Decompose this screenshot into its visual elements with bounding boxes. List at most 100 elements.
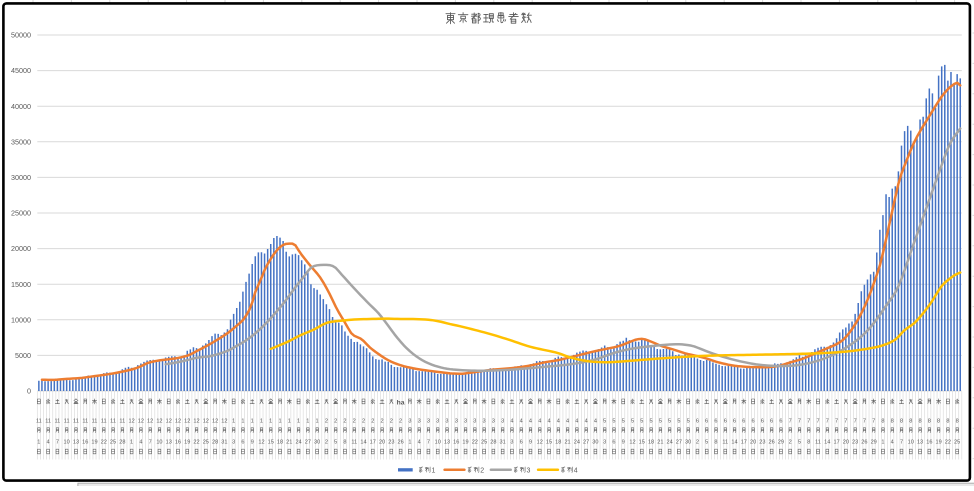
svg-text:2: 2 xyxy=(789,439,792,445)
svg-text:23: 23 xyxy=(388,439,394,445)
svg-text:5: 5 xyxy=(603,418,606,424)
svg-text:1: 1 xyxy=(241,418,244,424)
svg-text:24: 24 xyxy=(574,439,580,445)
svg-text:25000: 25000 xyxy=(11,209,31,218)
svg-text:8: 8 xyxy=(928,418,931,424)
svg-text:17: 17 xyxy=(833,439,839,445)
svg-text:6: 6 xyxy=(714,418,717,424)
svg-text:16: 16 xyxy=(82,439,88,445)
svg-text:7: 7 xyxy=(149,439,152,445)
svg-text:11: 11 xyxy=(82,418,88,424)
svg-text:5: 5 xyxy=(640,418,643,424)
svg-text:3: 3 xyxy=(232,439,235,445)
svg-text:28: 28 xyxy=(490,439,496,445)
svg-text:26: 26 xyxy=(397,439,403,445)
svg-text:1: 1 xyxy=(306,418,309,424)
svg-text:7: 7 xyxy=(56,439,59,445)
svg-text:3: 3 xyxy=(473,418,476,424)
svg-text:7: 7 xyxy=(427,439,430,445)
svg-text:3: 3 xyxy=(603,439,606,445)
svg-text:13: 13 xyxy=(444,439,450,445)
svg-text:5: 5 xyxy=(668,418,671,424)
svg-text:28: 28 xyxy=(119,439,125,445)
svg-text:8: 8 xyxy=(807,439,810,445)
svg-text:2: 2 xyxy=(390,418,393,424)
svg-text:12: 12 xyxy=(128,418,134,424)
svg-text:11: 11 xyxy=(119,418,125,424)
svg-text:12: 12 xyxy=(184,418,190,424)
svg-text:31: 31 xyxy=(221,439,227,445)
svg-text:6: 6 xyxy=(733,418,736,424)
svg-text:5: 5 xyxy=(631,418,634,424)
svg-text:2: 2 xyxy=(343,418,346,424)
svg-text:14: 14 xyxy=(360,439,366,445)
svg-text:21: 21 xyxy=(286,439,292,445)
svg-text:11: 11 xyxy=(722,439,728,445)
svg-text:28: 28 xyxy=(212,439,218,445)
svg-text:21: 21 xyxy=(564,439,570,445)
svg-text:10000: 10000 xyxy=(11,315,31,324)
svg-text:15000: 15000 xyxy=(11,280,31,289)
svg-text:8: 8 xyxy=(900,418,903,424)
svg-text:25: 25 xyxy=(110,439,116,445)
svg-text:26: 26 xyxy=(769,439,775,445)
svg-text:21: 21 xyxy=(657,439,663,445)
svg-text:6: 6 xyxy=(742,418,745,424)
svg-text:7: 7 xyxy=(798,418,801,424)
svg-text:10: 10 xyxy=(908,439,914,445)
svg-text:4: 4 xyxy=(520,418,523,424)
svg-text:16: 16 xyxy=(453,439,459,445)
svg-text:3: 3 xyxy=(492,418,495,424)
svg-text:27: 27 xyxy=(676,439,682,445)
svg-text:1: 1 xyxy=(251,418,254,424)
svg-text:16: 16 xyxy=(926,439,932,445)
svg-text:2: 2 xyxy=(480,467,484,474)
svg-text:14: 14 xyxy=(731,439,737,445)
svg-text:1: 1 xyxy=(130,439,133,445)
svg-text:4: 4 xyxy=(418,439,421,445)
svg-text:6: 6 xyxy=(724,418,727,424)
svg-text:3: 3 xyxy=(436,418,439,424)
svg-text:17: 17 xyxy=(370,439,376,445)
svg-text:11: 11 xyxy=(45,418,51,424)
svg-text:3: 3 xyxy=(501,418,504,424)
svg-text:20000: 20000 xyxy=(11,244,31,253)
svg-text:3: 3 xyxy=(527,467,531,474)
svg-text:1: 1 xyxy=(408,439,411,445)
svg-text:2: 2 xyxy=(371,418,374,424)
svg-text:7: 7 xyxy=(826,418,829,424)
svg-text:35000: 35000 xyxy=(11,137,31,146)
svg-text:2: 2 xyxy=(353,418,356,424)
svg-text:7: 7 xyxy=(816,418,819,424)
svg-text:4: 4 xyxy=(891,439,894,445)
svg-text:10: 10 xyxy=(64,439,70,445)
svg-text:6: 6 xyxy=(705,418,708,424)
svg-text:6: 6 xyxy=(241,439,244,445)
svg-text:ha: ha xyxy=(397,400,405,407)
svg-text:11: 11 xyxy=(110,418,116,424)
svg-text:4: 4 xyxy=(510,418,513,424)
svg-text:1: 1 xyxy=(288,418,291,424)
svg-text:4: 4 xyxy=(575,418,578,424)
svg-text:11: 11 xyxy=(92,418,98,424)
svg-text:11: 11 xyxy=(101,418,107,424)
svg-text:2: 2 xyxy=(334,418,337,424)
svg-text:6: 6 xyxy=(779,418,782,424)
svg-text:2: 2 xyxy=(399,418,402,424)
svg-text:12: 12 xyxy=(629,439,635,445)
svg-text:10: 10 xyxy=(435,439,441,445)
svg-text:5: 5 xyxy=(687,418,690,424)
svg-text:5: 5 xyxy=(622,418,625,424)
svg-text:9: 9 xyxy=(622,439,625,445)
svg-text:8: 8 xyxy=(714,439,717,445)
svg-text:8: 8 xyxy=(918,418,921,424)
svg-text:1: 1 xyxy=(881,439,884,445)
svg-text:3: 3 xyxy=(427,418,430,424)
svg-text:7: 7 xyxy=(854,418,857,424)
svg-text:7: 7 xyxy=(900,439,903,445)
svg-text:5: 5 xyxy=(649,418,652,424)
svg-text:25: 25 xyxy=(203,439,209,445)
svg-text:12: 12 xyxy=(147,418,153,424)
svg-text:3: 3 xyxy=(483,418,486,424)
svg-text:8: 8 xyxy=(343,439,346,445)
